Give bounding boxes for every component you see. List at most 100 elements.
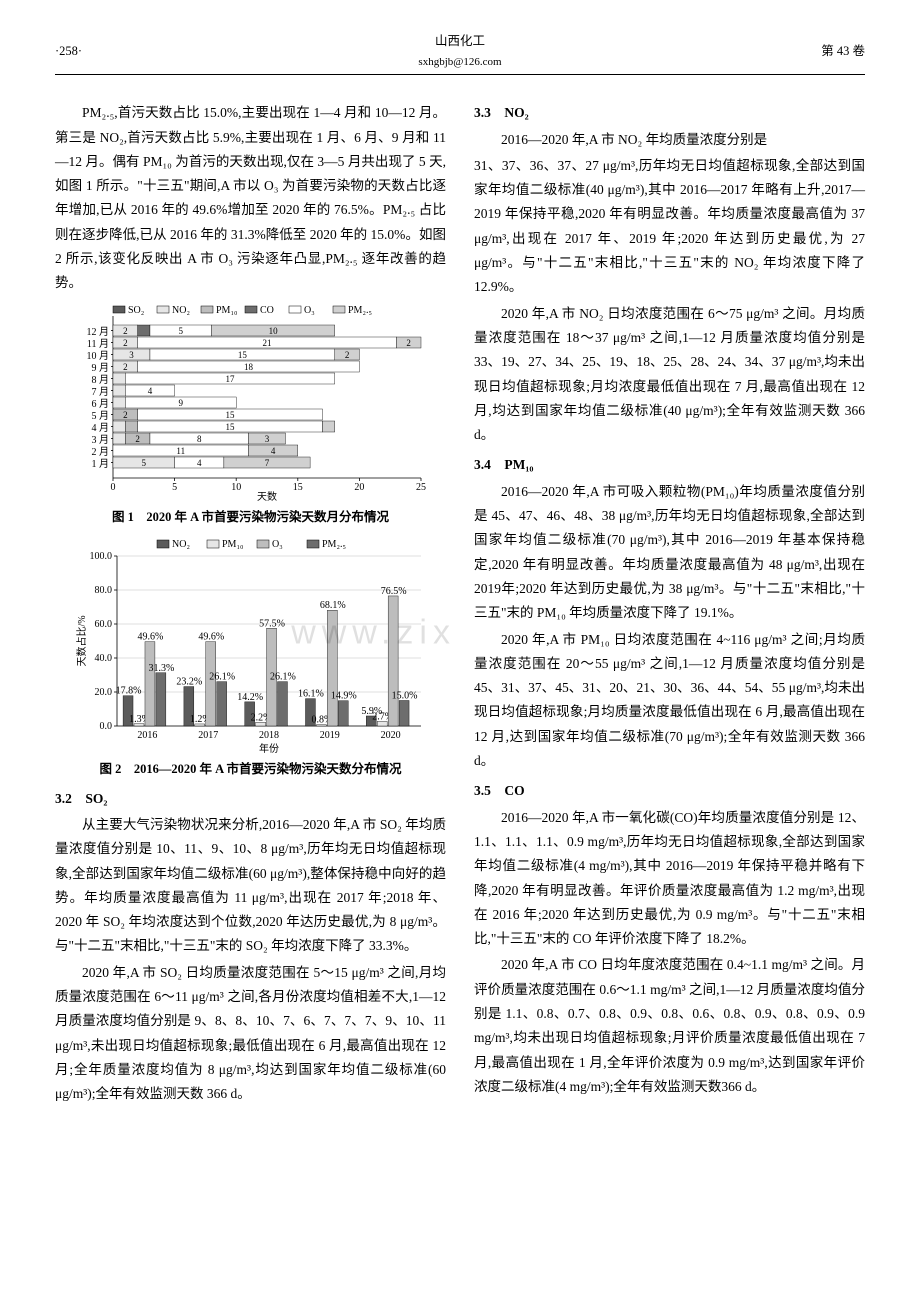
svg-text:7 月: 7 月	[91, 386, 109, 398]
figure-2: www.zix 0.020.040.060.080.0100.0天数占比/%NO…	[55, 534, 446, 781]
svg-text:76.5%: 76.5%	[380, 586, 406, 597]
svg-text:10: 10	[268, 326, 278, 336]
svg-text:3: 3	[264, 434, 269, 444]
svg-text:2019: 2019	[319, 730, 339, 741]
sec-3-4-title: 3.4 PM₁₀	[474, 453, 865, 477]
svg-text:O₃: O₃	[304, 305, 315, 316]
svg-text:16.1%: 16.1%	[298, 689, 324, 700]
svg-text:20.0: 20.0	[94, 687, 112, 698]
sec-3-5-title: 3.5 CO	[474, 779, 865, 803]
journal-name: 山西化工	[145, 30, 775, 53]
svg-text:NO₂: NO₂	[172, 305, 190, 316]
svg-text:5: 5	[178, 326, 183, 336]
svg-text:6 月: 6 月	[91, 398, 109, 410]
svg-text:26.1%: 26.1%	[270, 672, 296, 683]
sec-3-3-p2: 2020 年,A 市 NO₂ 日均浓度范围在 6～75 μg/m³ 之间。月均质…	[474, 302, 865, 448]
svg-text:2: 2	[344, 350, 349, 360]
svg-text:25: 25	[416, 482, 426, 493]
fig1-chart: SO₂NO₂PM₁₀COO₃PM₂.₅0510152025天数251012 月2…	[71, 302, 431, 502]
svg-text:2017: 2017	[198, 730, 218, 741]
svg-text:60.0: 60.0	[94, 619, 112, 630]
svg-text:15: 15	[292, 482, 302, 493]
svg-text:49.6%: 49.6%	[198, 632, 224, 643]
svg-text:26.1%: 26.1%	[209, 672, 235, 683]
svg-text:15: 15	[225, 410, 235, 420]
fig2-caption: 图 2 2016—2020 年 A 市首要污染物污染天数分布情况	[55, 758, 446, 781]
svg-text:2: 2	[123, 362, 128, 372]
svg-text:11 月: 11 月	[86, 338, 108, 350]
svg-text:2: 2	[123, 326, 128, 336]
svg-text:40.0: 40.0	[94, 653, 112, 664]
svg-text:100.0: 100.0	[89, 551, 112, 562]
svg-text:1 月: 1 月	[91, 458, 109, 470]
svg-text:PM₁₀: PM₁₀	[222, 539, 244, 550]
svg-text:SO₂: SO₂	[128, 305, 144, 316]
svg-text:2016: 2016	[137, 730, 157, 741]
svg-text:5: 5	[141, 458, 146, 468]
svg-text:2: 2	[123, 410, 128, 420]
svg-text:2: 2	[406, 338, 411, 348]
two-column-body: PM₂.₅,首污天数占比 15.0%,主要出现在 1—4 月和 10—12 月。…	[55, 101, 865, 1107]
svg-text:5 月: 5 月	[91, 410, 109, 422]
svg-text:8: 8	[196, 434, 201, 444]
svg-text:2 月: 2 月	[91, 446, 109, 458]
svg-text:年份: 年份	[259, 742, 279, 754]
svg-text:14.2%: 14.2%	[237, 692, 263, 703]
svg-text:31.3%: 31.3%	[148, 663, 174, 674]
svg-text:49.6%: 49.6%	[137, 632, 163, 643]
svg-text:15.0%: 15.0%	[391, 691, 417, 702]
sec-3-3-title: 3.3 NO₂	[474, 101, 865, 125]
svg-text:4 月: 4 月	[91, 422, 109, 434]
sec-3-4-p1: 2016—2020 年,A 市可吸入颗粒物(PM₁₀)年均质量浓度值分别是 45…	[474, 480, 865, 626]
svg-text:0.0: 0.0	[99, 721, 112, 732]
figure-1: SO₂NO₂PM₁₀COO₃PM₂.₅0510152025天数251012 月2…	[55, 302, 446, 529]
svg-text:57.5%: 57.5%	[259, 618, 285, 629]
svg-text:3 月: 3 月	[91, 434, 109, 446]
fig2-chart: 0.020.040.060.080.0100.0天数占比/%NO₂PM₁₀O₃P…	[71, 534, 431, 754]
svg-text:O₃: O₃	[272, 539, 283, 550]
intro-paragraph: PM₂.₅,首污天数占比 15.0%,主要出现在 1—4 月和 10—12 月。…	[55, 101, 446, 295]
svg-text:80.0: 80.0	[94, 585, 112, 596]
svg-text:68.1%: 68.1%	[319, 600, 345, 611]
sec-3-3-p1-right: 31、37、36、37、27 μg/m³,历年均无日均值超标现象,全部达到国家年…	[474, 154, 865, 300]
journal-email: sxhgbjb@126.com	[145, 53, 775, 73]
svg-text:0: 0	[110, 482, 115, 493]
svg-text:PM₂.₅: PM₂.₅	[348, 305, 372, 316]
issue-label: 第 43 卷	[775, 40, 865, 63]
fig1-caption: 图 1 2020 年 A 市首要污染物污染天数月分布情况	[55, 506, 446, 529]
svg-text:7: 7	[264, 458, 269, 468]
svg-text:17: 17	[225, 374, 235, 384]
svg-text:2018: 2018	[259, 730, 279, 741]
svg-text:23.2%: 23.2%	[176, 677, 202, 688]
svg-text:3: 3	[129, 350, 134, 360]
svg-text:CO: CO	[260, 305, 274, 316]
svg-text:9 月: 9 月	[91, 362, 109, 374]
svg-text:4: 4	[147, 386, 152, 396]
svg-text:8 月: 8 月	[91, 374, 109, 386]
sec-3-5-p2: 2020 年,A 市 CO 日均年度浓度范围在 0.4~1.1 mg/m³ 之间…	[474, 953, 865, 1099]
sec-3-2-p2: 2020 年,A 市 SO₂ 日均质量浓度范围在 5～15 μg/m³ 之间,月…	[55, 961, 446, 1107]
svg-text:4: 4	[196, 458, 201, 468]
svg-text:2: 2	[135, 434, 140, 444]
sec-3-4-p2: 2020 年,A 市 PM₁₀ 日均浓度范围在 4~116 μg/m³ 之间;月…	[474, 628, 865, 774]
svg-text:NO₂: NO₂	[172, 539, 190, 550]
svg-text:15: 15	[237, 350, 247, 360]
svg-text:PM₁₀: PM₁₀	[216, 305, 238, 316]
svg-text:10: 10	[231, 482, 241, 493]
svg-text:20: 20	[354, 482, 364, 493]
svg-text:2: 2	[123, 338, 128, 348]
page-header: ·258· 山西化工 sxhgbjb@126.com 第 43 卷	[55, 30, 865, 75]
sec-3-5-p1: 2016—2020 年,A 市一氧化碳(CO)年均质量浓度值分别是 12、1.1…	[474, 806, 865, 952]
svg-text:21: 21	[262, 338, 271, 348]
svg-text:9: 9	[178, 398, 183, 408]
page-number: ·258·	[55, 40, 145, 63]
svg-text:10 月: 10 月	[86, 350, 109, 362]
sec-3-3-p1-left: 2016—2020 年,A 市 NO₂ 年均质量浓度分别是	[474, 128, 865, 152]
svg-text:15: 15	[225, 422, 235, 432]
svg-text:PM₂.₅: PM₂.₅	[322, 539, 346, 550]
sec-3-2-title: 3.2 SO₂	[55, 787, 446, 811]
svg-text:18: 18	[244, 362, 254, 372]
svg-text:17.8%: 17.8%	[115, 686, 141, 697]
svg-text:11: 11	[176, 446, 185, 456]
svg-text:4: 4	[270, 446, 275, 456]
